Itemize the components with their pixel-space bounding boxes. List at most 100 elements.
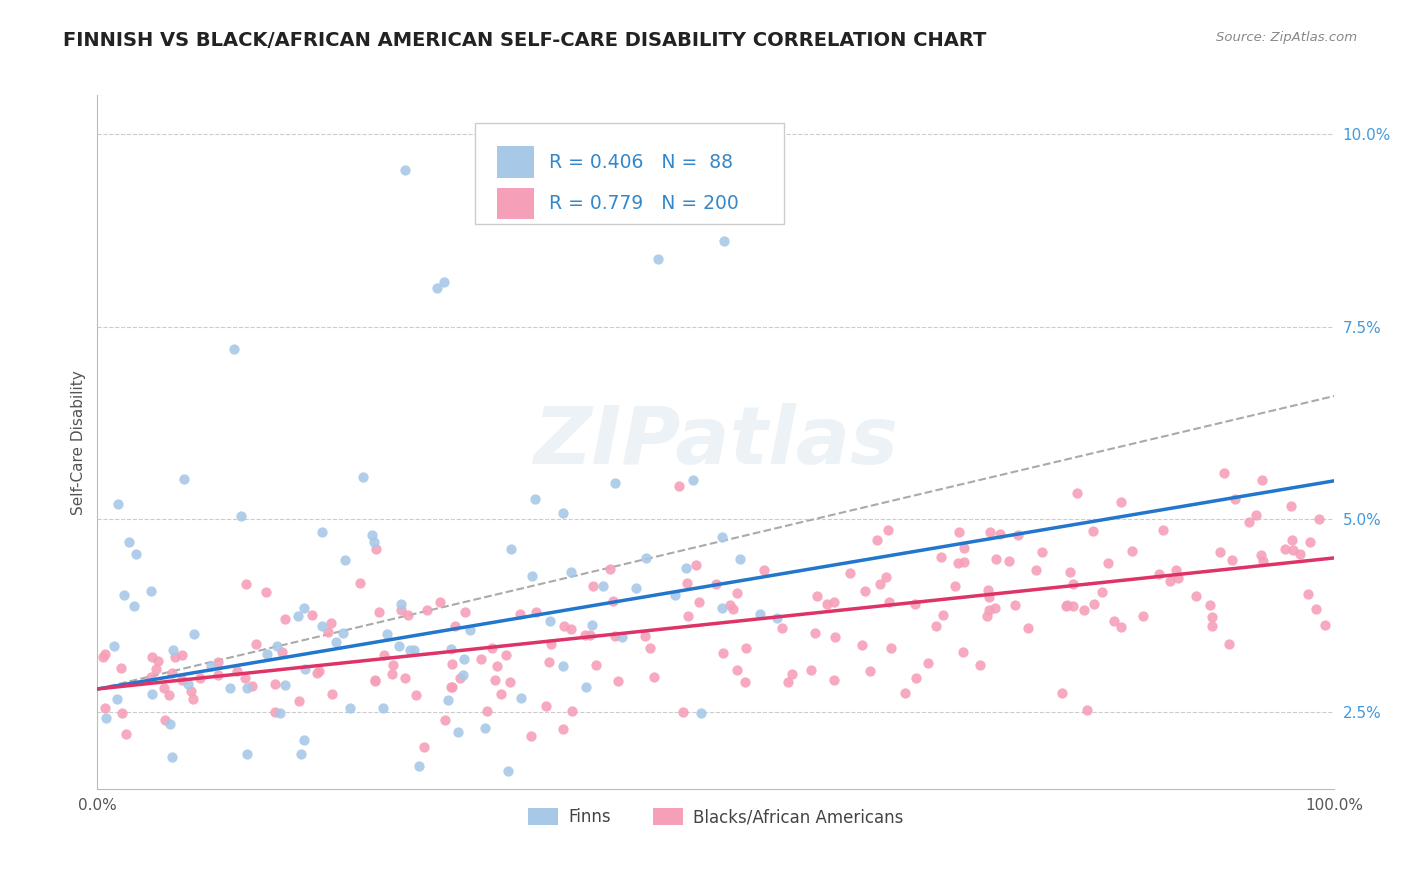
Point (866, 533, 889, 548)
Point (1220, 552, 1243, 566)
Point (402, 643, 425, 657)
Point (489, 688, 512, 702)
Point (145, 662, 167, 676)
Point (1054, 599, 1077, 614)
Point (162, 643, 184, 657)
Point (1132, 609, 1154, 624)
Point (188, 672, 211, 686)
Point (153, 888, 176, 892)
Point (349, 576, 371, 591)
Point (634, 629, 657, 643)
Point (607, 673, 630, 688)
Point (776, 674, 799, 689)
Point (578, 628, 600, 642)
Point (1152, 523, 1174, 537)
Point (823, 673, 845, 687)
Point (111, 706, 134, 721)
Point (266, 639, 288, 653)
Point (1083, 598, 1105, 612)
Point (560, 565, 582, 579)
Point (877, 595, 900, 609)
Point (551, 506, 574, 520)
Point (176, 677, 198, 691)
Point (730, 551, 752, 566)
Point (1081, 524, 1104, 539)
Point (823, 595, 845, 609)
Point (1296, 587, 1319, 601)
Point (1208, 545, 1230, 559)
Point (610, 630, 633, 644)
Point (236, 681, 259, 695)
Point (869, 577, 891, 591)
Point (986, 552, 1008, 566)
Point (1250, 548, 1272, 562)
Point (408, 758, 430, 772)
Point (894, 686, 917, 700)
Point (396, 608, 419, 623)
Point (806, 589, 828, 603)
Point (112, 588, 135, 602)
Point (364, 541, 387, 556)
Point (721, 602, 744, 616)
Point (804, 626, 827, 640)
Point (523, 491, 546, 506)
Point (222, 342, 245, 356)
Point (245, 637, 267, 651)
Point (394, 163, 416, 178)
Point (1237, 515, 1260, 529)
Point (1031, 545, 1053, 559)
Point (426, 281, 449, 295)
Point (675, 561, 697, 575)
Point (146, 654, 169, 668)
Point (1281, 543, 1303, 558)
Point (749, 607, 772, 621)
Point (254, 585, 277, 599)
Point (157, 688, 180, 702)
Point (290, 747, 312, 761)
Point (711, 646, 734, 660)
Point (1223, 491, 1246, 506)
Point (495, 648, 517, 662)
Point (444, 619, 467, 633)
Point (273, 678, 295, 692)
Point (540, 637, 562, 651)
Point (236, 747, 259, 762)
Point (416, 603, 439, 617)
Point (172, 648, 194, 663)
Point (373, 648, 395, 662)
Point (481, 640, 503, 655)
Point (551, 723, 574, 737)
Point (519, 836, 541, 850)
Point (352, 469, 374, 483)
Point (1212, 466, 1234, 480)
Point (603, 629, 626, 643)
Point (294, 661, 316, 675)
Point (288, 694, 311, 708)
Point (225, 664, 247, 678)
Point (553, 619, 575, 633)
Point (440, 642, 463, 657)
Point (1017, 621, 1039, 635)
Point (508, 607, 530, 621)
Point (103, 640, 125, 654)
Point (636, 550, 658, 565)
Point (208, 871, 231, 885)
Point (183, 627, 205, 641)
Point (1121, 543, 1143, 558)
Point (308, 664, 330, 678)
Point (433, 275, 456, 289)
Point (602, 594, 624, 608)
Point (360, 528, 382, 542)
Point (440, 680, 463, 694)
Point (725, 585, 748, 599)
Point (688, 594, 710, 608)
Point (155, 713, 177, 727)
Point (877, 524, 900, 538)
Point (624, 582, 647, 596)
Point (853, 584, 876, 599)
Point (1097, 556, 1119, 570)
Point (1062, 577, 1084, 591)
Point (441, 657, 464, 672)
Point (389, 597, 412, 611)
Point (200, 659, 222, 673)
